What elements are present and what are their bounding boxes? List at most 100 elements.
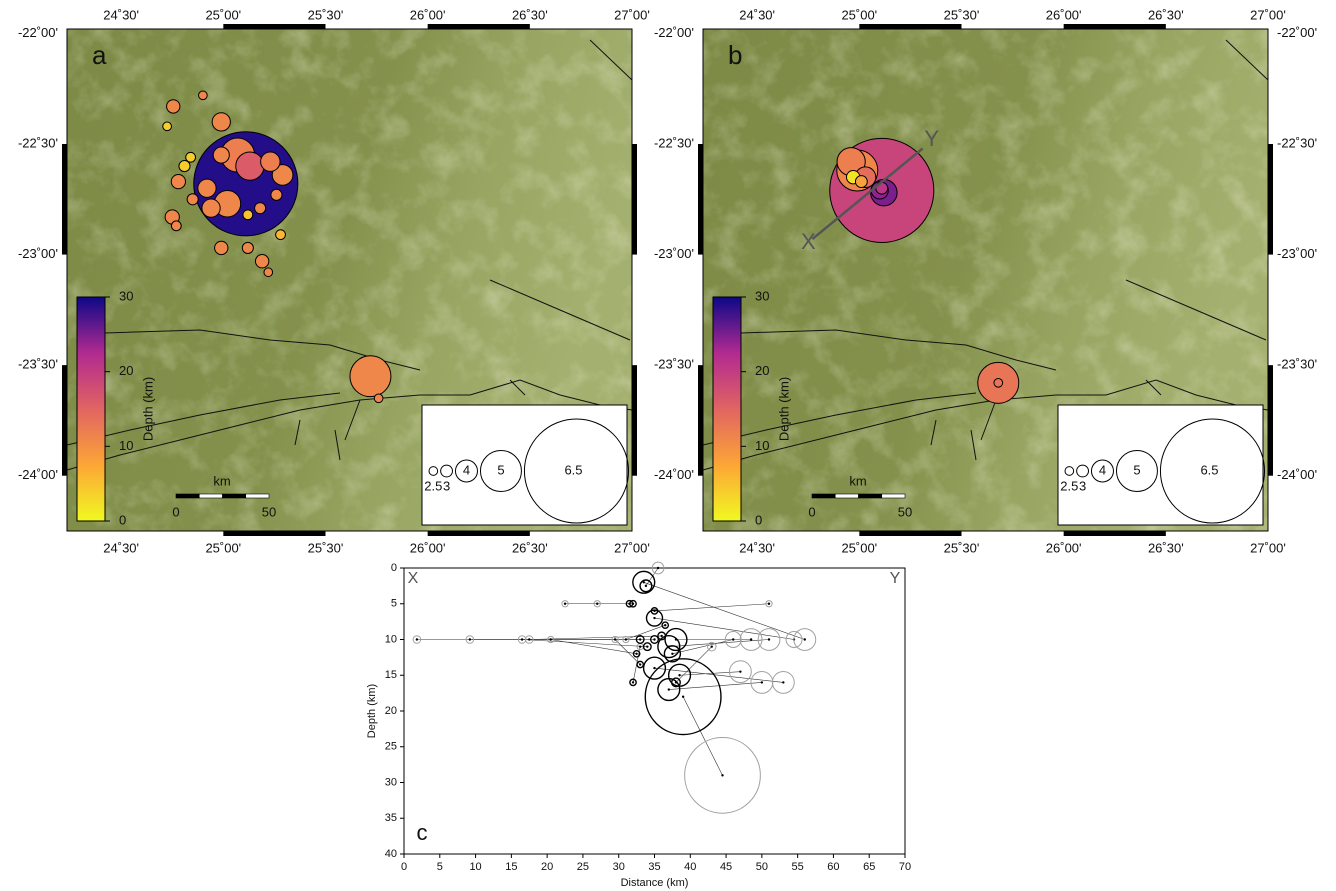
colorbar (713, 297, 741, 521)
x-tick-label: 55 (792, 861, 804, 873)
earthquake (236, 152, 264, 180)
colorbar (77, 297, 105, 521)
size-legend-label: 2.5 (1060, 478, 1078, 493)
event-center (668, 688, 670, 690)
frame-segment (698, 365, 703, 476)
frame-segment (698, 144, 703, 255)
scale-bar-segment (176, 494, 199, 498)
x-tick-label: 25˚30' (308, 7, 344, 22)
earthquake (198, 179, 216, 197)
x-tick-label: 26˚30' (512, 7, 548, 22)
y-tick-label: 30 (385, 776, 397, 788)
scale-bar-segment (223, 494, 246, 498)
x-tick-label: 27˚00' (614, 7, 650, 22)
earthquake (187, 194, 198, 205)
frame-segment (632, 365, 637, 476)
frame-segment (223, 24, 325, 29)
earthquake (213, 147, 229, 163)
frame-segment (859, 24, 961, 29)
colorbar-tick-label: 0 (755, 512, 762, 527)
x-tick-label: 25˚00' (841, 7, 877, 22)
event-center (645, 585, 647, 587)
y-tick-label: -22˚00' (654, 25, 694, 40)
event-center (671, 653, 673, 655)
scale-bar-segment (882, 494, 905, 498)
size-legend-label: 6.5 (564, 462, 582, 477)
y-tick-label: -24˚00' (1277, 467, 1317, 482)
colorbar-tick-label: 10 (755, 438, 769, 453)
scale-bar-segment (835, 494, 858, 498)
event-center (521, 638, 523, 640)
scale-bar-segment (859, 494, 882, 498)
scale-bar-label: 50 (262, 504, 276, 519)
x-tick-label: 24˚30' (103, 7, 139, 22)
event-center (675, 681, 677, 683)
earthquake (202, 199, 220, 217)
earthquake (276, 230, 286, 240)
earthquake (167, 100, 180, 113)
x-tick-label: 25 (577, 861, 589, 873)
y-tick-label: 5 (391, 598, 397, 610)
y-tick-label: -22˚00' (18, 25, 58, 40)
frame-segment (62, 144, 67, 255)
x-tick-label: 30 (613, 861, 625, 873)
event-center (416, 638, 418, 640)
y-tick-label: -22˚30' (18, 135, 58, 150)
earthquake (186, 152, 196, 162)
event-center (782, 681, 784, 683)
x-tick-label: 40 (684, 861, 696, 873)
event-center (639, 638, 641, 640)
x-tick-label: 26˚00' (1046, 540, 1082, 555)
colorbar-tick-label: 20 (755, 363, 769, 378)
y-tick-label: 0 (391, 562, 397, 574)
event-center (625, 638, 627, 640)
frame-segment (1064, 531, 1166, 536)
y-tick-label: -23˚30' (18, 357, 58, 372)
y-tick-label: -22˚30' (654, 135, 694, 150)
size-legend-label: 5 (497, 462, 504, 477)
x-tick-label: 15 (505, 861, 517, 873)
profile-start: X (801, 229, 816, 254)
earthquake (264, 268, 273, 277)
y-tick-label: -23˚00' (1277, 246, 1317, 261)
map-panel: 24˚30'24˚30'25˚00'25˚00'25˚30'25˚30'26˚0… (18, 7, 650, 555)
event-center (614, 638, 616, 640)
frame-segment (632, 144, 637, 255)
size-legend-label: 4 (1099, 462, 1106, 477)
scale-bar-segment (812, 494, 835, 498)
event-center (639, 663, 641, 665)
x-tick-label: 26˚00' (410, 7, 446, 22)
section-panel: 0510152025303540455055606570051015202530… (366, 562, 911, 889)
y-tick-label: -22˚30' (1277, 135, 1317, 150)
scale-bar-unit: km (213, 473, 230, 488)
scale-bar-label: 50 (898, 504, 912, 519)
colorbar-tick-label: 20 (119, 363, 133, 378)
earthquake (255, 203, 266, 214)
x-tick-label: 25˚00' (841, 540, 877, 555)
event-center (657, 567, 659, 569)
x-tick-label: 24˚30' (739, 540, 775, 555)
earthquake (994, 379, 1003, 388)
event-center (646, 645, 648, 647)
event-center (628, 603, 630, 605)
earthquake (255, 255, 268, 268)
frame-segment (428, 531, 530, 536)
map-panel: 24˚30'24˚30'25˚00'25˚00'25˚30'25˚30'26˚0… (654, 7, 1317, 555)
x-tick-label: 70 (899, 861, 911, 873)
panel-label: c (417, 820, 428, 845)
x-tick-label: 25˚30' (944, 7, 980, 22)
frame-segment (1268, 365, 1273, 476)
frame-segment (62, 365, 67, 476)
x-tick-label: 35 (648, 861, 660, 873)
event-center (711, 645, 713, 647)
size-legend-label: 5 (1133, 462, 1140, 477)
x-tick-label: 45 (720, 861, 732, 873)
y-tick-label: 20 (385, 705, 397, 717)
event-center (721, 774, 723, 776)
y-tick-label: -23˚00' (654, 246, 694, 261)
colorbar-tick-label: 10 (119, 438, 133, 453)
scale-bar-label: 0 (808, 504, 815, 519)
x-tick-label: 27˚00' (1250, 7, 1286, 22)
event-center (528, 638, 530, 640)
x-tick-label: 27˚00' (1250, 540, 1286, 555)
